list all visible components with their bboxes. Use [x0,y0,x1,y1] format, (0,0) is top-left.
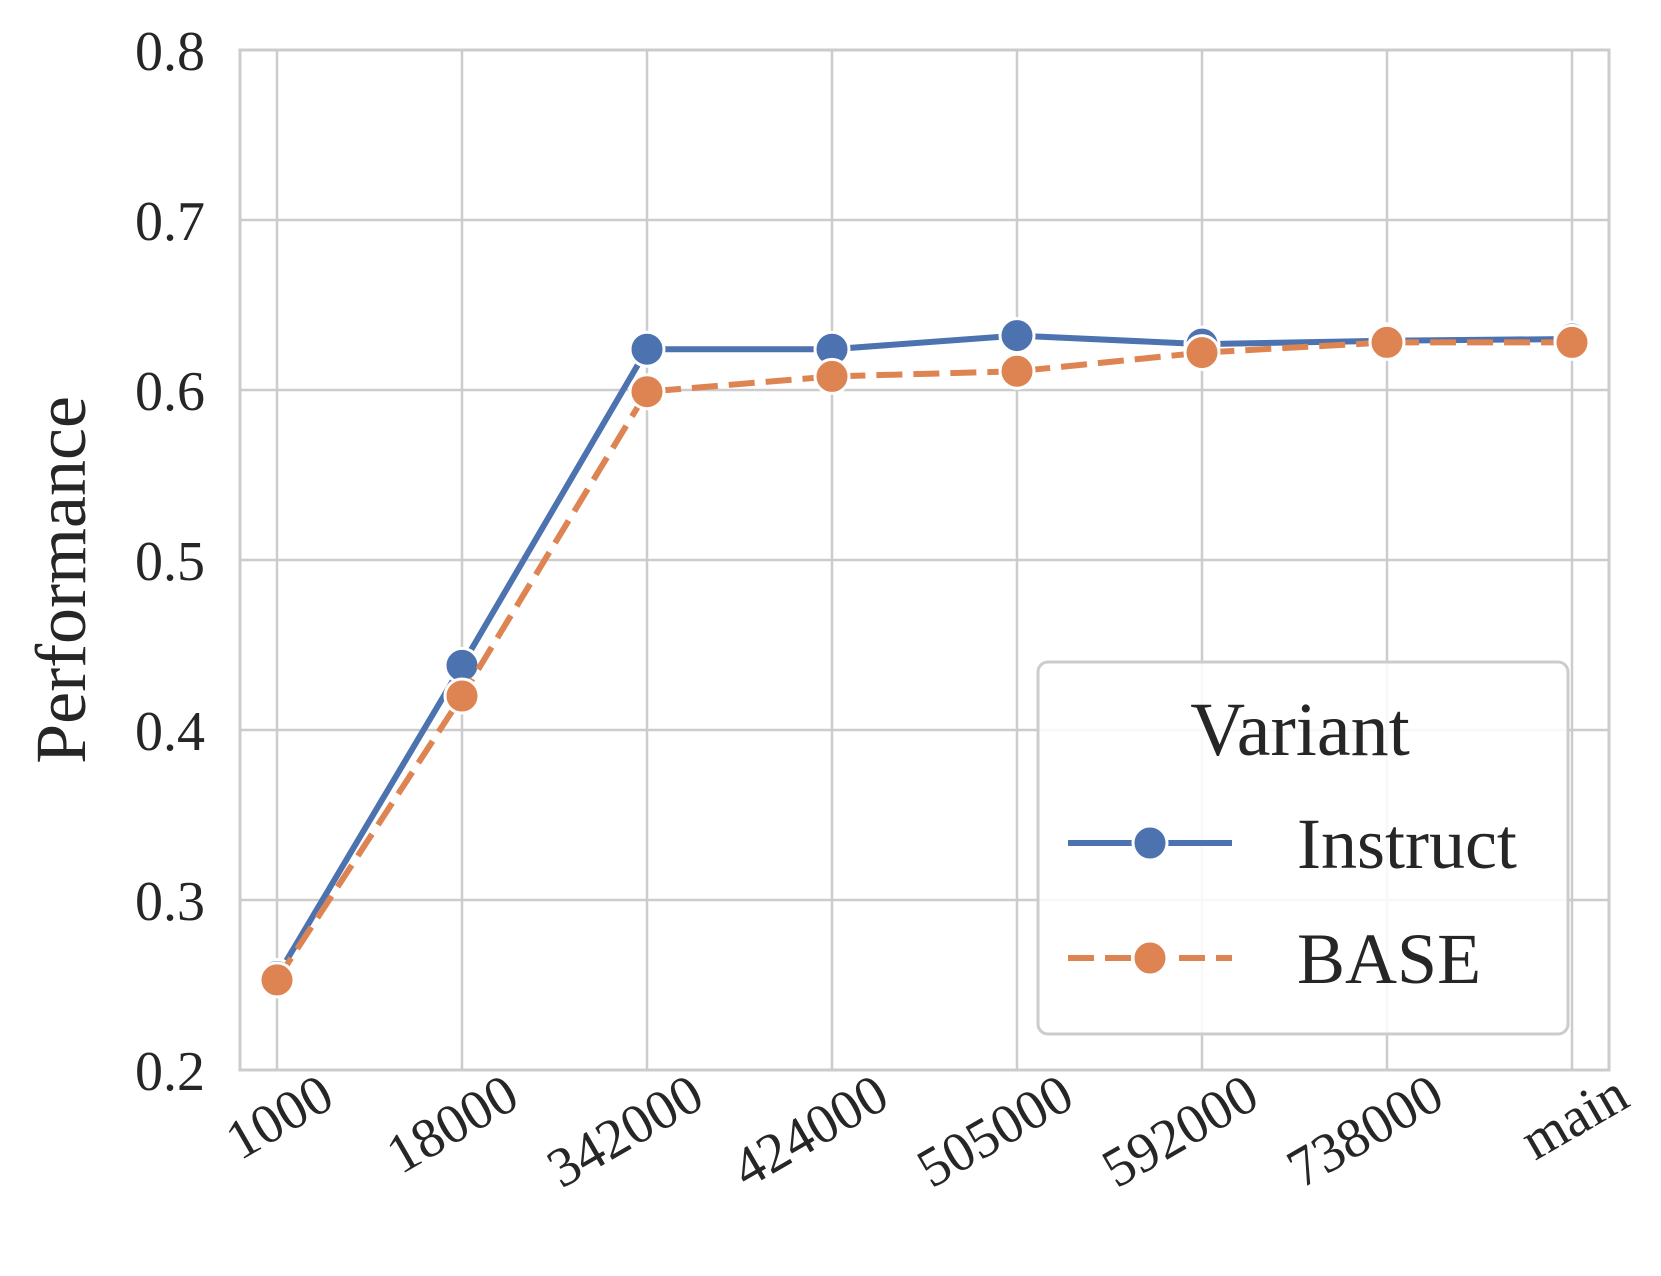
legend-item-instruct: Instruct [1068,804,1517,884]
legend: Variant Instruct BASE [1036,660,1570,1036]
legend-marker [1131,824,1169,862]
series-line [274,339,1572,982]
y-tick-label: 0.8 [135,21,205,83]
y-tick-label: 0.6 [135,361,205,423]
series-layer [258,317,1591,999]
data-point [1553,323,1591,361]
y-tick-labels: 0.2 0.3 0.4 0.5 0.6 0.7 0.8 [135,21,205,1103]
series-base [258,323,1591,999]
plot-frame [238,48,1611,1072]
data-point [628,373,666,411]
legend-label: Instruct [1297,804,1517,884]
data-point [998,352,1036,390]
data-point [443,646,481,684]
legend-items: Instruct BASE [1068,804,1517,999]
y-axis-label: Performance [21,396,101,764]
data-point [258,961,296,999]
data-point [1368,323,1406,361]
y-tick-label: 0.2 [135,1041,205,1103]
legend-item-base: BASE [1068,919,1481,999]
legend-box [1036,660,1570,1036]
legend-marker [1131,939,1169,977]
data-point [813,357,851,395]
y-tick-label: 0.4 [135,701,205,763]
legend-label: BASE [1297,919,1481,999]
legend-title: Variant [1190,688,1409,772]
data-point [1183,334,1221,372]
y-tick-label: 0.7 [135,191,205,253]
y-tick-label: 0.3 [135,871,205,933]
data-point [443,677,481,715]
data-point [628,330,666,368]
data-point [998,317,1036,355]
y-tick-label: 0.5 [135,531,205,593]
